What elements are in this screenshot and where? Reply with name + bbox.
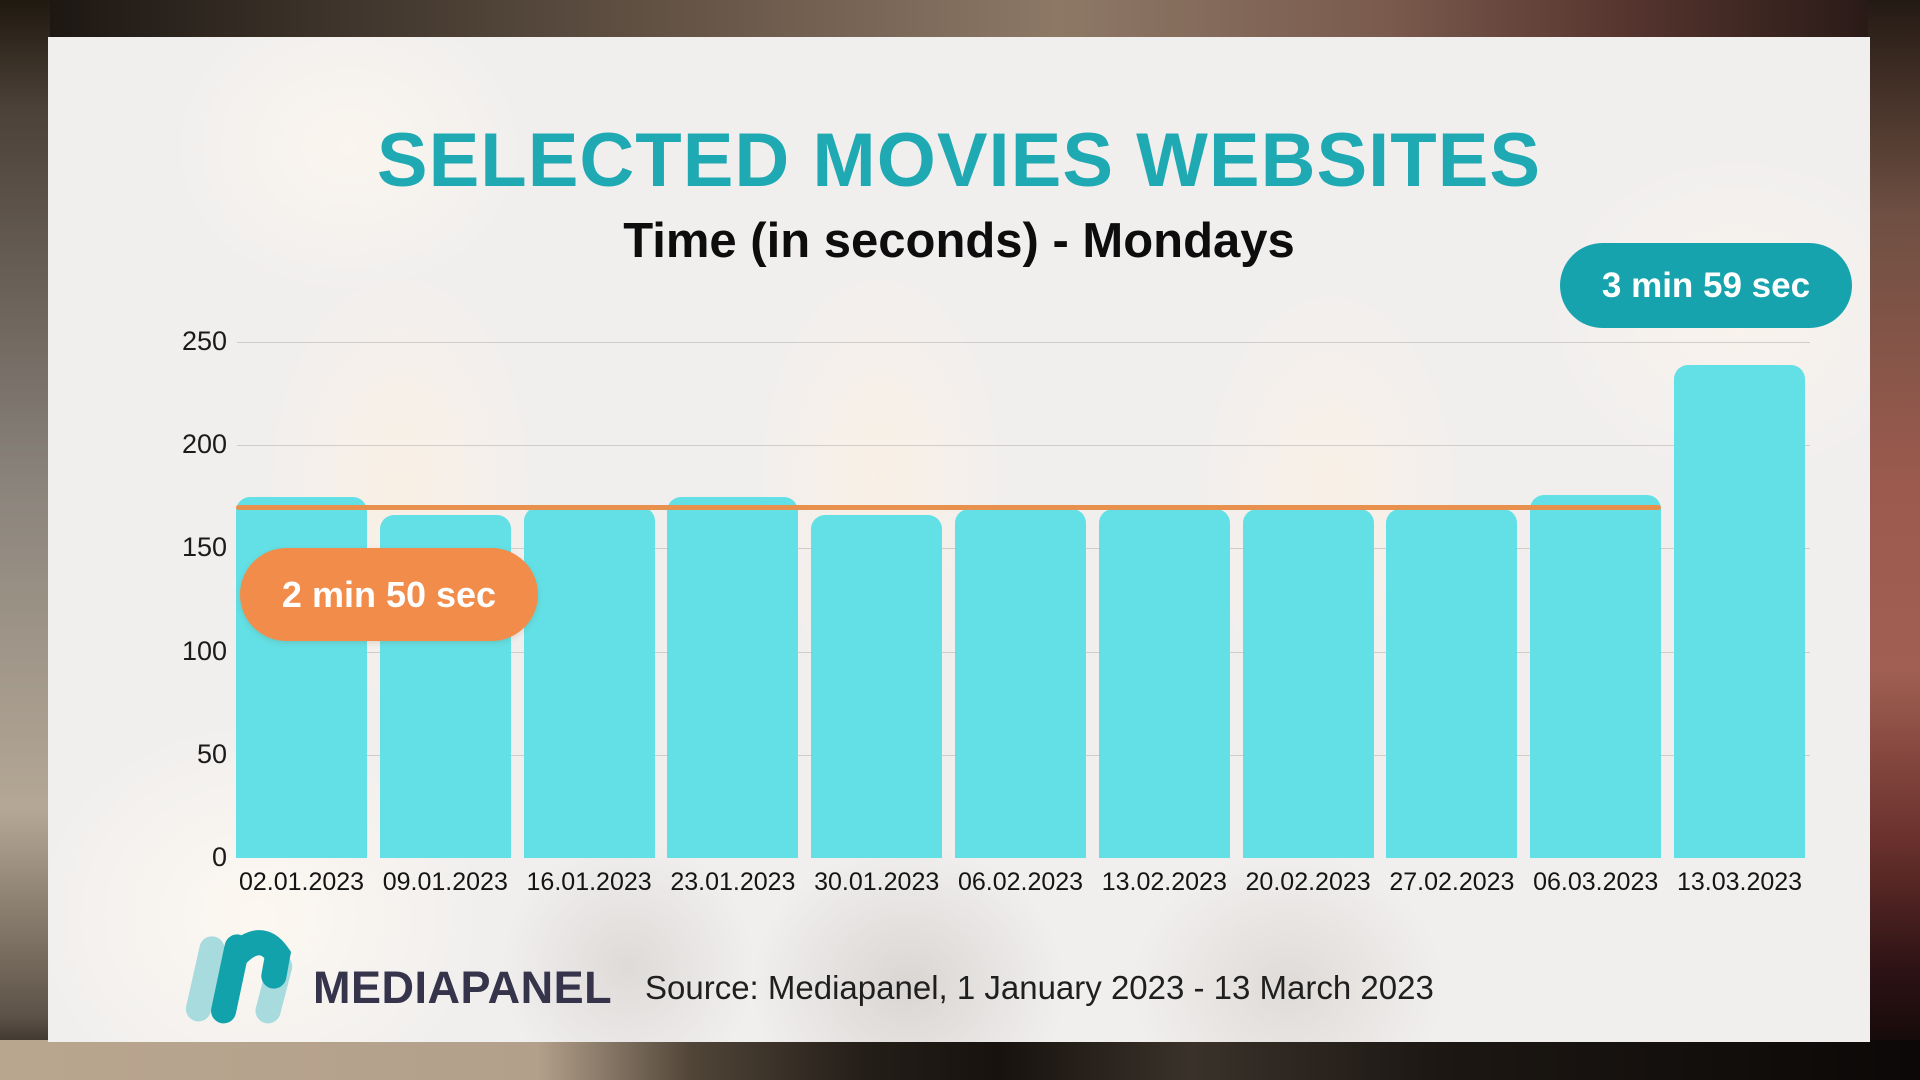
background-right-edge xyxy=(1868,0,1920,1080)
y-axis-tick-250: 250 xyxy=(181,326,227,356)
brand-wordmark: MEDIAPANEL xyxy=(313,962,613,1013)
y-axis-tick-50: 50 xyxy=(196,738,227,769)
average-line xyxy=(236,505,1662,511)
y-axis-tick-200: 200 xyxy=(181,429,227,460)
bar-27.02.2023 xyxy=(1386,509,1518,858)
bar-06.02.2023 xyxy=(955,509,1086,858)
x-axis-label-13.03.2023: 13.03.2023 xyxy=(1676,868,1803,896)
bar-06.03.2023 xyxy=(1530,494,1662,858)
mediapanel-logo xyxy=(185,930,293,1024)
background-bottom-edge xyxy=(0,1040,1920,1080)
source-text: Source: Mediapanel, 1 January 2023 - 13 … xyxy=(645,969,1434,1006)
chart-title: SELECTED MOVIES WEBSITES xyxy=(376,118,1542,203)
y-axis-tick-150: 150 xyxy=(181,532,227,563)
background-top-edge xyxy=(0,0,1920,42)
y-axis-tick-100: 100 xyxy=(181,635,227,666)
bar-16.01.2023 xyxy=(523,507,655,858)
gridline-250 xyxy=(237,342,1810,343)
gridline-200 xyxy=(237,445,1810,447)
avg-value-badge: 2 min 50 sec xyxy=(240,548,538,641)
bar-23.01.2023 xyxy=(667,496,799,858)
bar-30.01.2023 xyxy=(811,515,943,858)
chart-subtitle: Time (in seconds) - Mondays xyxy=(623,214,1295,268)
bar-20.02.2023 xyxy=(1242,509,1374,858)
background-left-edge xyxy=(0,0,50,1080)
y-axis-tick-0: 0 xyxy=(211,842,227,872)
chart-card: SELECTED MOVIES WEBSITES Time (in second… xyxy=(48,37,1870,1042)
bar-13.02.2023 xyxy=(1098,509,1230,858)
bar-chart: 0 50 100 150 200 250 02.01.2023 09.01.2023 16.01… xyxy=(48,37,1870,1042)
bar-13.03.2023 xyxy=(1674,364,1805,858)
max-value-badge: 3 min 59 sec xyxy=(1560,243,1852,328)
